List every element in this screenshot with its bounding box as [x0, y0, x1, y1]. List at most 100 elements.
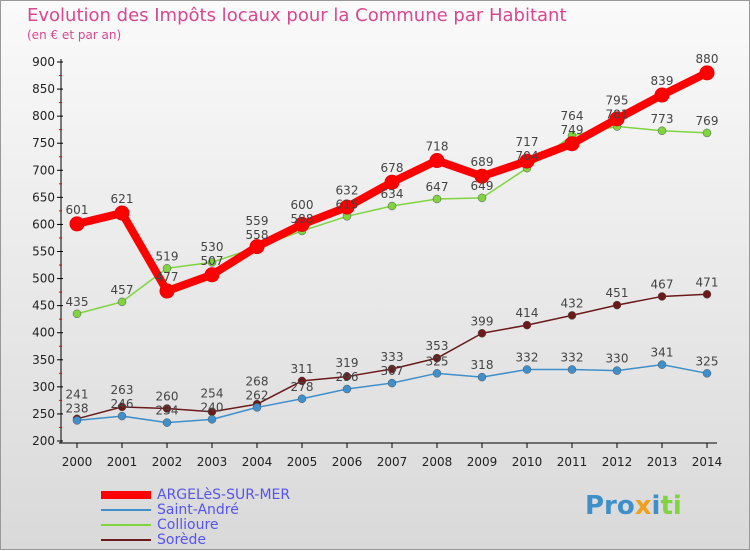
y-tick-label: 550	[32, 245, 55, 259]
x-tick-label: 2008	[422, 455, 453, 469]
data-label: 399	[471, 314, 494, 328]
y-tick-label: 450	[32, 299, 55, 313]
data-label: 262	[246, 388, 269, 402]
data-label: 467	[651, 277, 674, 291]
y-tick-label: 850	[32, 82, 55, 96]
data-label: 254	[201, 386, 224, 400]
data-label: 311	[291, 362, 314, 376]
y-tick-label: 800	[32, 109, 55, 123]
x-tick-label: 2014	[692, 455, 723, 469]
data-label: 325	[426, 354, 449, 368]
data-label: 477	[156, 270, 179, 284]
legend-item: Saint-André	[101, 501, 290, 518]
data-point	[522, 320, 532, 330]
y-tick-label: 600	[32, 217, 55, 231]
data-point	[297, 394, 307, 404]
x-tick-label: 2007	[377, 455, 408, 469]
data-label: 353	[426, 339, 449, 353]
data-label: 769	[696, 114, 719, 128]
y-tick-label: 200	[32, 434, 55, 448]
data-label: 621	[111, 192, 134, 206]
data-label: 647	[426, 180, 449, 194]
y-tick-label: 350	[32, 353, 55, 367]
data-label: 471	[696, 275, 719, 289]
legend-label: Sorède	[157, 531, 207, 548]
data-point	[387, 364, 397, 374]
data-label: 319	[336, 356, 359, 370]
data-point	[477, 193, 487, 203]
data-label: 234	[156, 404, 179, 418]
x-tick-label: 2013	[647, 455, 678, 469]
data-point	[159, 283, 175, 299]
data-point	[609, 111, 625, 127]
data-label: 880	[696, 52, 719, 66]
data-label: 333	[381, 350, 404, 364]
legend-swatch	[101, 538, 151, 541]
data-point	[294, 216, 310, 232]
data-label: 717	[516, 135, 539, 149]
x-tick-label: 2000	[62, 455, 93, 469]
data-label: 839	[651, 74, 674, 88]
data-label: 689	[471, 155, 494, 169]
data-point	[699, 65, 715, 81]
legend-label: Collioure	[157, 516, 219, 533]
data-point	[342, 384, 352, 394]
data-label: 240	[201, 400, 224, 414]
data-point	[249, 239, 265, 255]
data-label: 263	[111, 383, 134, 397]
chart-subtitle: (en € et par an)	[27, 28, 122, 42]
data-label: 781	[606, 107, 629, 121]
legend: ARGELèS-SUR-MER Saint-André Collioure Sorèd…	[101, 486, 291, 548]
data-point	[432, 369, 442, 378]
data-point	[117, 411, 127, 421]
data-label: 795	[606, 93, 629, 107]
data-point	[297, 376, 307, 386]
legend-label: Saint-André	[157, 501, 239, 518]
data-point	[117, 297, 127, 307]
data-label: 600	[291, 198, 314, 212]
x-tick-label: 2004	[242, 455, 273, 469]
data-point	[387, 378, 397, 388]
data-label: 296	[336, 370, 359, 384]
y-tick-label: 750	[32, 136, 55, 150]
x-tick-label: 2009	[467, 455, 498, 469]
data-label: 749	[561, 123, 584, 137]
x-tick-label: 2002	[152, 455, 183, 469]
data-label: 414	[516, 306, 539, 320]
chart-title: Evolution des Impôts locaux pour la Comm…	[27, 5, 567, 26]
data-point	[654, 87, 670, 103]
data-point	[477, 329, 487, 338]
data-point	[564, 136, 580, 152]
legend-swatch	[101, 508, 151, 511]
data-label: 451	[606, 286, 629, 300]
legend-item: Sorède	[101, 531, 290, 548]
data-point	[162, 404, 172, 413]
data-point	[384, 174, 400, 190]
y-tick-label: 400	[32, 326, 55, 340]
data-point	[339, 199, 355, 215]
data-label: 332	[561, 351, 584, 365]
data-label: 330	[606, 352, 629, 366]
data-point	[612, 300, 622, 310]
y-tick-label: 500	[32, 272, 55, 286]
data-label: 615	[336, 197, 359, 211]
data-label: 678	[381, 161, 404, 175]
data-point	[252, 403, 262, 412]
data-label: 268	[246, 374, 269, 388]
data-label: 649	[471, 179, 494, 193]
data-label: 764	[561, 109, 584, 123]
data-point	[612, 366, 622, 375]
x-tick-label: 2005	[287, 455, 318, 469]
x-tick-label: 2012	[602, 455, 633, 469]
legend-label: ARGELèS-SUR-MER	[157, 486, 291, 503]
data-label: 241	[66, 387, 89, 401]
data-label: 519	[156, 249, 179, 263]
data-point	[702, 369, 712, 378]
data-label: 530	[201, 240, 224, 254]
data-point	[702, 290, 712, 299]
data-label: 325	[696, 354, 719, 368]
data-label: 632	[336, 183, 359, 197]
data-point	[342, 372, 352, 381]
